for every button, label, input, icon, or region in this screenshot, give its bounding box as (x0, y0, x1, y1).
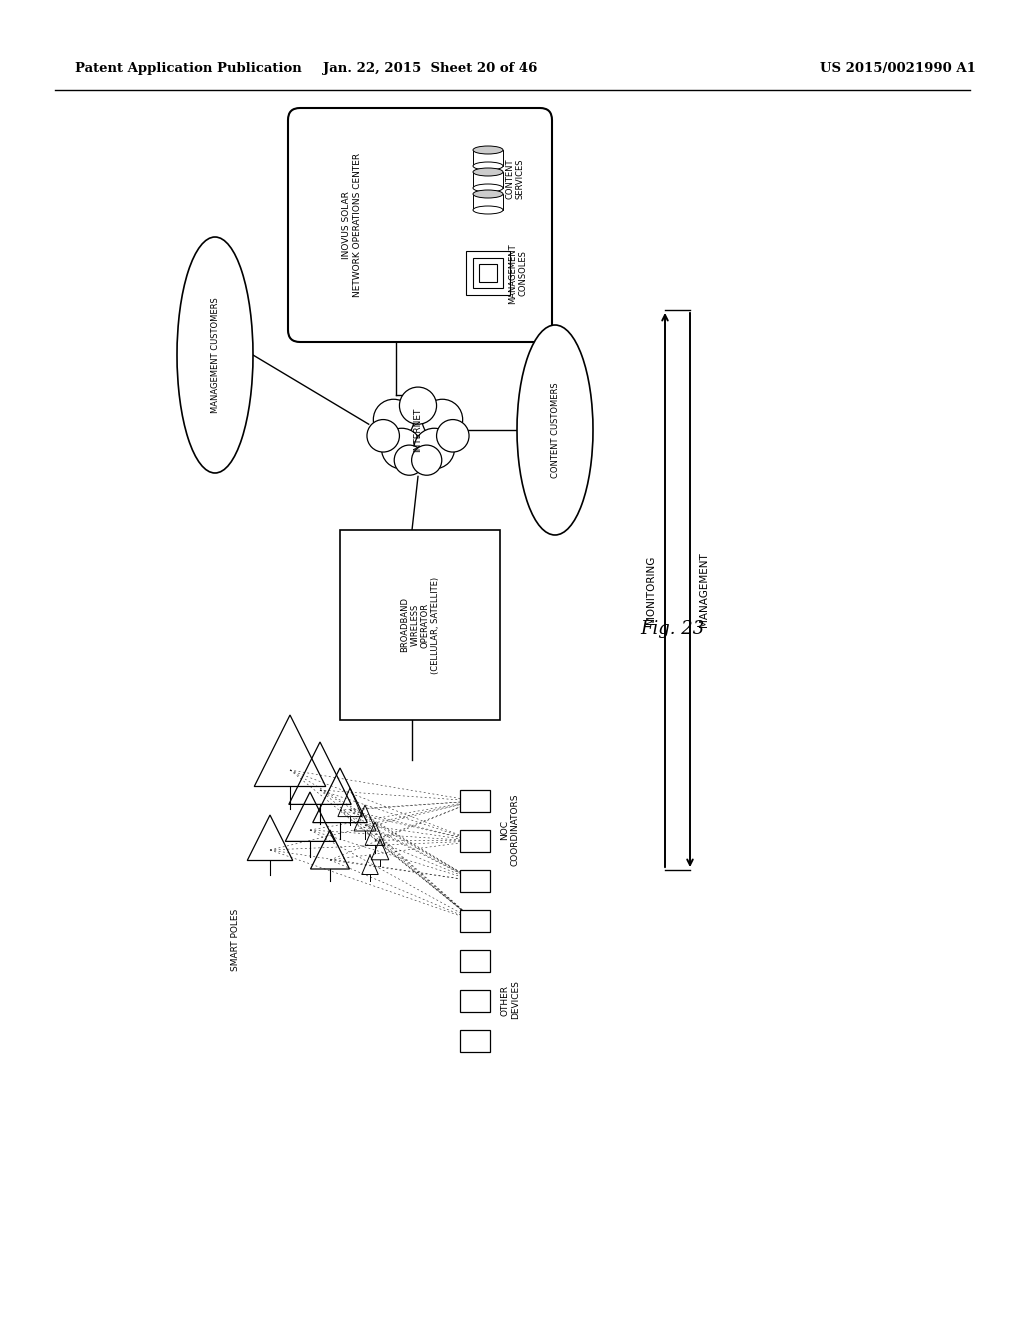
Text: US 2015/0021990 A1: US 2015/0021990 A1 (820, 62, 976, 75)
Bar (460, 789, 490, 812)
Bar (473, 194, 503, 210)
Bar (460, 990, 490, 1012)
Ellipse shape (473, 147, 503, 154)
Circle shape (367, 420, 399, 451)
Bar (466, 251, 510, 296)
Text: MANAGEMENT CUSTOMERS: MANAGEMENT CUSTOMERS (211, 297, 219, 413)
Circle shape (374, 399, 414, 440)
Bar (473, 150, 503, 166)
Bar (460, 950, 490, 972)
Bar (460, 830, 490, 851)
Ellipse shape (473, 162, 503, 170)
Text: Patent Application Publication: Patent Application Publication (75, 62, 302, 75)
Bar (460, 870, 490, 892)
Circle shape (382, 428, 422, 469)
Circle shape (388, 400, 449, 461)
Ellipse shape (473, 206, 503, 214)
Ellipse shape (517, 325, 593, 535)
Bar (340, 531, 500, 719)
Circle shape (399, 387, 436, 424)
Text: OTHER
DEVICES: OTHER DEVICES (501, 981, 520, 1019)
Circle shape (436, 420, 469, 451)
Ellipse shape (473, 190, 503, 198)
Text: INOVUS SOLAR
NETWORK OPERATIONS CENTER: INOVUS SOLAR NETWORK OPERATIONS CENTER (342, 153, 361, 297)
Bar (479, 264, 497, 282)
Bar (473, 259, 503, 288)
Ellipse shape (177, 238, 253, 473)
Circle shape (414, 428, 455, 469)
Text: CONTENT
SERVICES: CONTENT SERVICES (505, 158, 524, 199)
Text: MANAGEMENT: MANAGEMENT (699, 553, 709, 627)
Bar (460, 909, 490, 932)
Text: Fig. 23: Fig. 23 (640, 620, 705, 638)
Bar (460, 1030, 490, 1052)
Text: NOC
COORDINATORS: NOC COORDINATORS (501, 793, 520, 866)
Circle shape (412, 445, 441, 475)
Circle shape (394, 445, 424, 475)
Ellipse shape (473, 183, 503, 191)
Text: BROADBAND
WIRELESS
OPERATOR
(CELLULAR, SATELLITE): BROADBAND WIRELESS OPERATOR (CELLULAR, S… (400, 577, 440, 673)
Text: MONITORING: MONITORING (646, 556, 656, 624)
Bar (473, 172, 503, 187)
FancyBboxPatch shape (288, 108, 552, 342)
Text: SMART POLES: SMART POLES (230, 909, 240, 972)
Text: CONTENT CUSTOMERS: CONTENT CUSTOMERS (551, 383, 559, 478)
Circle shape (422, 399, 463, 440)
Text: INTERNET: INTERNET (414, 408, 423, 453)
Ellipse shape (473, 168, 503, 176)
Text: Jan. 22, 2015  Sheet 20 of 46: Jan. 22, 2015 Sheet 20 of 46 (323, 62, 538, 75)
Text: MANAGEMENT
CONSOLES: MANAGEMENT CONSOLES (508, 243, 527, 304)
